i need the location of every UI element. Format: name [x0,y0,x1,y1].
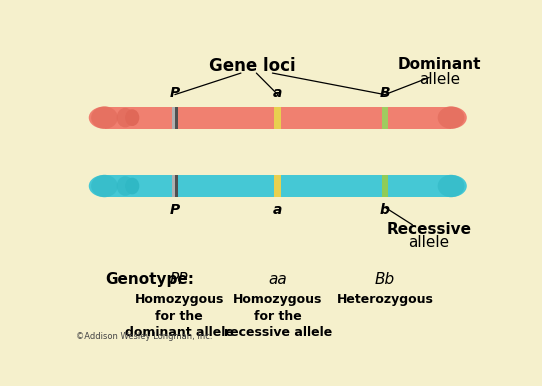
Ellipse shape [435,175,467,197]
Bar [175,107,178,129]
Ellipse shape [89,175,120,197]
Ellipse shape [91,107,118,129]
Bar [171,175,178,197]
Bar [274,175,281,197]
Text: ©Addison Wesley Longman, Inc.: ©Addison Wesley Longman, Inc. [76,332,212,340]
Text: Dominant: Dominant [398,57,481,72]
Ellipse shape [125,109,139,126]
Ellipse shape [125,178,139,195]
Ellipse shape [435,107,467,129]
Bar [175,175,178,197]
Ellipse shape [91,175,118,197]
Text: Gene loci: Gene loci [209,57,296,75]
Bar [171,107,178,129]
Bar [382,175,388,197]
Bar [105,107,451,129]
Ellipse shape [437,175,464,197]
Bar [382,107,388,129]
Text: Homozygous
for the
recessive allele: Homozygous for the recessive allele [224,293,332,339]
Text: B: B [379,86,390,100]
Text: Bb: Bb [375,272,395,287]
Ellipse shape [117,176,134,196]
Text: P: P [170,203,180,217]
Text: Recessive: Recessive [386,222,472,237]
Text: allele: allele [409,235,449,250]
Text: Heterozygous: Heterozygous [337,293,433,306]
Text: a: a [273,86,282,100]
Text: Genotype:: Genotype: [106,272,195,287]
Ellipse shape [89,107,120,129]
Text: a: a [273,203,282,217]
Text: aa: aa [268,272,287,287]
Text: allele: allele [419,71,460,86]
Bar [274,107,281,129]
Text: P: P [170,86,180,100]
Ellipse shape [117,108,134,127]
Text: PP: PP [170,272,188,287]
Bar [105,175,451,197]
Text: Homozygous
for the
dominant allele: Homozygous for the dominant allele [125,293,234,339]
Text: b: b [380,203,390,217]
Ellipse shape [437,107,464,129]
